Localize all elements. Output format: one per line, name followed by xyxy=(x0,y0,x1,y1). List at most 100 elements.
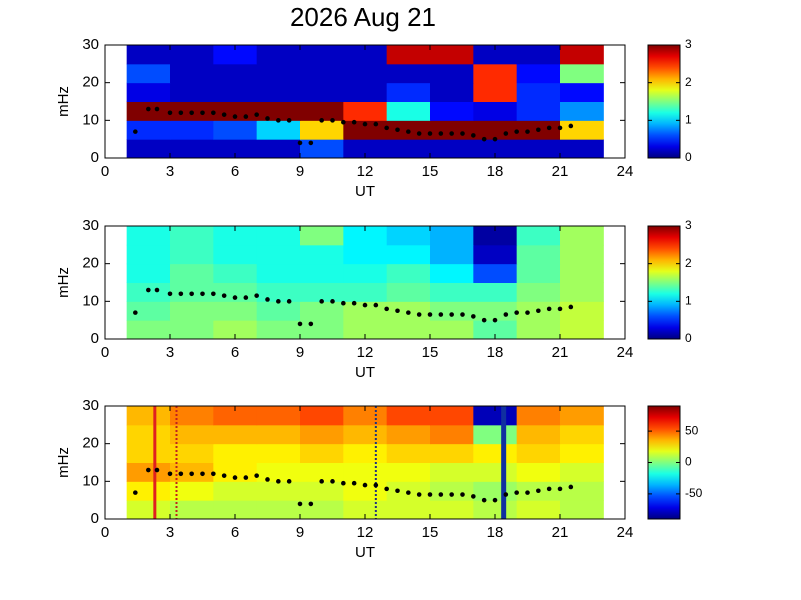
heatmap-cell xyxy=(386,462,431,482)
heatmap-cell xyxy=(126,63,171,84)
heatmap-cell xyxy=(430,301,474,321)
track-point xyxy=(546,486,552,492)
colorbar-tick-label: 0 xyxy=(685,455,692,469)
heatmap-cell xyxy=(473,226,518,246)
heatmap-cell xyxy=(256,282,301,302)
track-point xyxy=(481,497,487,503)
heatmap-cell xyxy=(516,244,561,265)
heatmap-cell xyxy=(560,462,604,482)
heatmap-cell xyxy=(256,82,301,102)
track-point xyxy=(438,131,444,136)
heatmap-cell xyxy=(473,120,518,140)
heatmap-cell xyxy=(560,481,604,501)
heatmap-cell xyxy=(560,263,604,283)
heatmap-cell xyxy=(343,320,388,340)
track-point xyxy=(243,114,249,119)
heatmap-cell xyxy=(213,120,258,140)
heatmap-cell xyxy=(430,82,474,102)
track-point xyxy=(395,488,400,494)
track-point xyxy=(221,112,227,117)
track-point xyxy=(154,106,160,112)
heatmap-cell xyxy=(430,443,474,463)
heatmap-cell xyxy=(170,500,214,520)
heatmap-cell xyxy=(300,63,344,84)
heatmap-cell xyxy=(126,301,171,321)
heatmap-cell xyxy=(386,82,431,102)
heatmap-cell xyxy=(300,320,344,340)
heatmap-cell xyxy=(516,139,561,159)
colorbar-tick-label: 0 xyxy=(685,150,692,164)
track-point xyxy=(514,129,519,134)
track-point xyxy=(232,295,238,300)
heatmap-cell xyxy=(560,301,604,321)
track-point xyxy=(492,136,498,142)
heatmap-cell xyxy=(256,139,301,159)
track-point xyxy=(330,118,335,123)
heatmap-cell xyxy=(126,263,171,283)
colorbar-tick-label: 3 xyxy=(685,37,692,51)
heatmap-cell xyxy=(516,282,561,302)
track-point xyxy=(189,471,194,477)
x-tick-label: 0 xyxy=(101,163,109,180)
x-tick-label: 3 xyxy=(166,524,174,541)
heatmap-cell xyxy=(256,500,301,520)
heatmap-cell xyxy=(560,320,604,340)
y-tick-label: 20 xyxy=(82,435,99,452)
heatmap-cell xyxy=(560,244,604,265)
heatmap-cell xyxy=(473,481,518,501)
track-point xyxy=(211,471,216,477)
track-point xyxy=(167,291,173,297)
track-point xyxy=(373,482,379,488)
x-tick-label: 18 xyxy=(487,524,504,541)
track-point xyxy=(438,312,444,317)
track-point xyxy=(362,482,368,488)
heatmap-cell xyxy=(386,500,431,520)
track-point xyxy=(200,471,205,477)
heatmap-cell xyxy=(256,481,301,501)
heatmap-cell xyxy=(213,82,258,102)
track-point xyxy=(481,317,487,323)
colorbar-tick-label: 50 xyxy=(685,423,699,437)
heatmap-cell xyxy=(473,424,518,445)
heatmap-cell xyxy=(560,424,604,445)
track-point xyxy=(221,293,227,298)
heatmap-cell xyxy=(343,45,388,65)
heatmap-cell xyxy=(473,462,518,482)
track-point xyxy=(536,127,541,133)
x-tick-label: 21 xyxy=(552,524,569,541)
heatmap-cell xyxy=(213,443,258,463)
heatmap-cell xyxy=(430,282,474,302)
heatmap-cell xyxy=(126,226,171,246)
track-point xyxy=(133,310,138,315)
heatmap-cell xyxy=(213,424,258,445)
track-point xyxy=(471,133,476,138)
track-point xyxy=(133,129,138,134)
heatmap-cell xyxy=(300,139,344,159)
heatmap-cell xyxy=(170,139,214,159)
track-point xyxy=(146,287,151,293)
track-point xyxy=(243,295,249,300)
track-point xyxy=(297,321,303,327)
track-point xyxy=(449,492,454,497)
y-axis-label: mHz xyxy=(55,447,72,478)
heatmap-cell xyxy=(126,45,171,65)
heatmap-cell xyxy=(213,406,258,426)
x-tick-label: 24 xyxy=(617,163,634,180)
track-point xyxy=(568,123,574,129)
heatmap-cell xyxy=(300,120,344,140)
track-point xyxy=(416,131,422,136)
heatmap-cell xyxy=(430,139,474,159)
heatmap-cell xyxy=(213,244,258,265)
track-point xyxy=(265,116,270,121)
track-point xyxy=(211,110,216,116)
heatmap-cell xyxy=(170,226,214,246)
track-point xyxy=(221,473,227,478)
heatmap-cell xyxy=(473,45,518,65)
heatmap-cell xyxy=(170,443,214,463)
heatmap-cell xyxy=(430,45,474,65)
x-tick-label: 15 xyxy=(422,344,439,361)
track-point xyxy=(449,131,454,136)
track-point xyxy=(254,293,259,298)
heatmap-cell xyxy=(343,282,388,302)
heatmap-cell xyxy=(430,226,474,246)
